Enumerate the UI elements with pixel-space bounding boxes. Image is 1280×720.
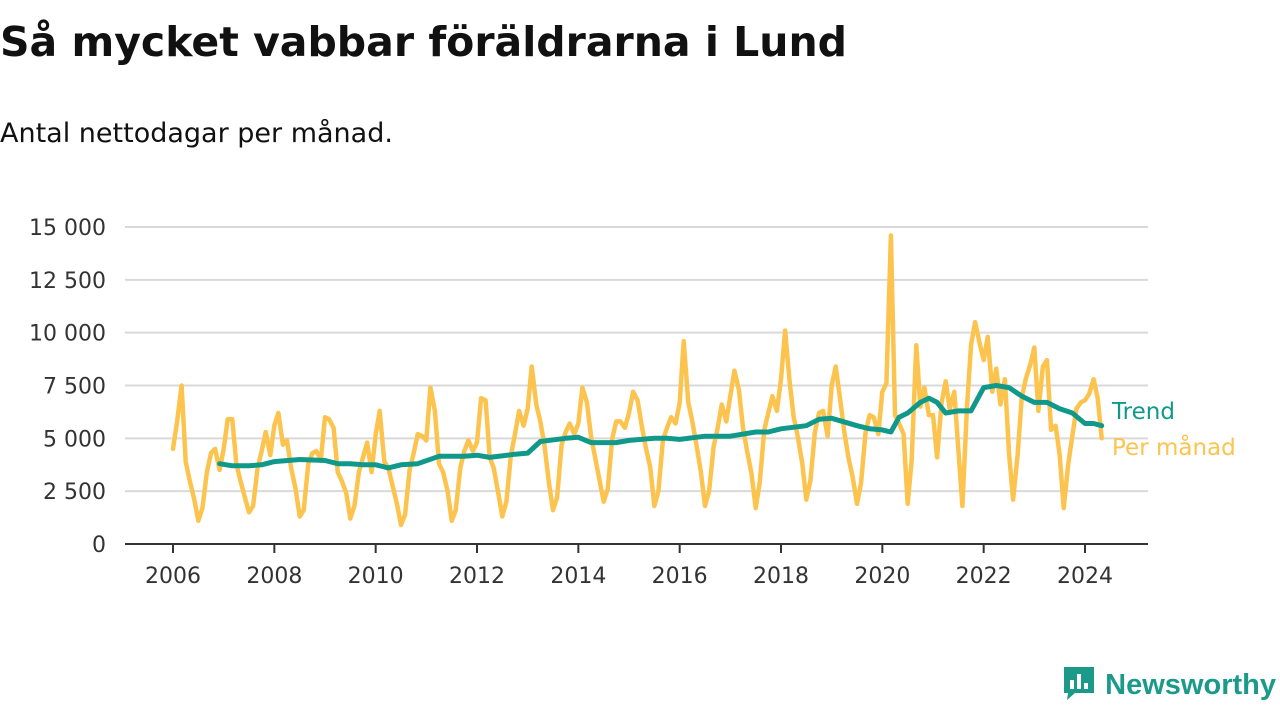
x-tick-label: 2020 xyxy=(854,564,910,589)
series-line-per-manad xyxy=(170,233,1104,528)
x-tick-label: 2018 xyxy=(753,564,809,589)
y-tick-label: 5 000 xyxy=(43,427,106,452)
x-tick-label: 2024 xyxy=(1057,564,1113,589)
x-tick-label: 2008 xyxy=(246,564,302,589)
chart-title: Så mycket vabbar föräldrarna i Lund xyxy=(0,18,848,66)
chart-subtitle: Antal nettodagar per månad. xyxy=(0,118,393,149)
x-axis-ticks xyxy=(172,544,1086,553)
brand-name: Newsworthy xyxy=(1105,668,1276,701)
y-tick-label: 15 000 xyxy=(29,216,106,241)
x-tick-label: 2016 xyxy=(652,564,708,589)
x-tick-label: 2012 xyxy=(449,564,505,589)
newsworthy-brand[interactable]: Newsworthy xyxy=(1061,664,1276,706)
y-tick-label: 0 xyxy=(92,533,106,558)
y-tick-label: 7 500 xyxy=(43,375,106,400)
legend-trend: Trend xyxy=(1111,399,1175,425)
series-line-trend xyxy=(217,383,1105,471)
x-axis-labels: 2006 2008 2010 2012 2014 2016 2018 2020 2022 2024 xyxy=(145,564,1113,589)
series-lines xyxy=(170,233,1105,528)
y-tick-label: 2 500 xyxy=(43,480,106,505)
y-tick-label: 12 500 xyxy=(29,269,106,294)
gridlines xyxy=(125,226,1148,493)
x-tick-label: 2006 xyxy=(145,564,201,589)
y-tick-label: 10 000 xyxy=(29,322,106,347)
y-axis-labels: 0 2 500 5 000 7 500 10 000 12 500 15 000 xyxy=(29,216,106,558)
x-tick-label: 2010 xyxy=(348,564,404,589)
newsworthy-logo-icon xyxy=(1061,664,1097,706)
legend-per-manad: Per månad xyxy=(1112,433,1236,461)
x-tick-label: 2014 xyxy=(550,564,606,589)
x-tick-label: 2022 xyxy=(956,564,1012,589)
